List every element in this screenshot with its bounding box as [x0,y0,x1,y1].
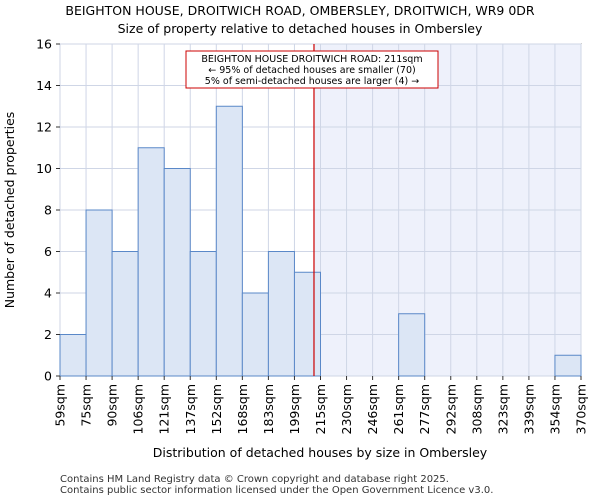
x-tick-label: 59sqm [53,384,68,427]
y-tick-label: 10 [36,161,52,176]
x-axis-label: Distribution of detached houses by size … [153,445,488,460]
bar-183sqm [267,251,295,377]
x-tick-label: 152sqm [209,384,224,434]
chart-title: BEIGHTON HOUSE, DROITWICH ROAD, OMBERSLE… [65,3,535,18]
y-tick-label: 14 [36,78,52,93]
annotation-line-3: 5% of semi-detached houses are larger (4… [205,76,419,87]
x-tick-label: 168sqm [235,384,250,434]
x-tick-label: 246sqm [365,384,380,434]
y-tick-label: 8 [44,203,52,218]
x-tick-label: 323sqm [495,384,510,434]
x-tick-label: 354sqm [547,384,562,434]
footer-copyright: Contains HM Land Registry data © Crown c… [60,474,449,485]
bar-59sqm [59,334,87,377]
x-tick-label: 121sqm [157,384,172,434]
x-tick-label: 230sqm [339,384,354,434]
bar-121sqm [163,168,191,377]
y-tick-label: 12 [36,120,52,135]
footer-licence: Contains public sector information licen… [60,485,494,496]
x-tick-label: 183sqm [261,384,276,434]
bar-75sqm [85,209,113,377]
bar-354sqm [554,354,582,377]
bar-199sqm [293,271,322,377]
bar-168sqm [241,292,269,377]
y-tick-label: 4 [44,286,52,301]
x-tick-label: 339sqm [521,384,536,434]
bar-106sqm [137,147,165,377]
x-tick-label: 308sqm [469,384,484,434]
bar-261sqm [398,313,426,377]
y-tick-label: 6 [44,244,52,259]
bar-90sqm [111,251,139,377]
x-tick-label: 292sqm [443,384,458,434]
bar-152sqm [215,105,243,377]
x-tick-label: 261sqm [391,384,406,434]
annotation-line-1: BEIGHTON HOUSE DROITWICH ROAD: 211sqm [201,54,422,65]
chart-subtitle: Size of property relative to detached ho… [117,21,483,36]
annotation-line-2: ← 95% of detached houses are smaller (70… [208,65,415,76]
x-tick-label: 75sqm [79,384,94,427]
x-tick-label: 199sqm [287,384,302,434]
y-axis-ticks: 0 2 4 6 8 10 12 14 16 [36,37,60,384]
y-tick-label: 0 [44,369,52,384]
x-tick-label: 137sqm [183,384,198,434]
y-tick-label: 2 [44,327,52,342]
x-axis-ticks: 59sqm 75sqm 90sqm 106sqm 121sqm 137sqm 152sqm 1… [53,376,589,434]
y-tick-label: 16 [36,37,52,52]
x-tick-label: 370sqm [574,384,589,434]
x-tick-label: 277sqm [417,384,432,434]
bar-137sqm [189,251,217,377]
x-tick-label: 106sqm [131,384,146,434]
x-tick-label: 215sqm [313,384,328,434]
bars [59,105,582,377]
annotation-frame [185,50,439,89]
x-tick-label: 90sqm [105,384,120,427]
y-axis-label: Number of detached properties [2,112,17,309]
annotation-box: BEIGHTON HOUSE DROITWICH ROAD: 211sqm ← … [185,50,439,89]
